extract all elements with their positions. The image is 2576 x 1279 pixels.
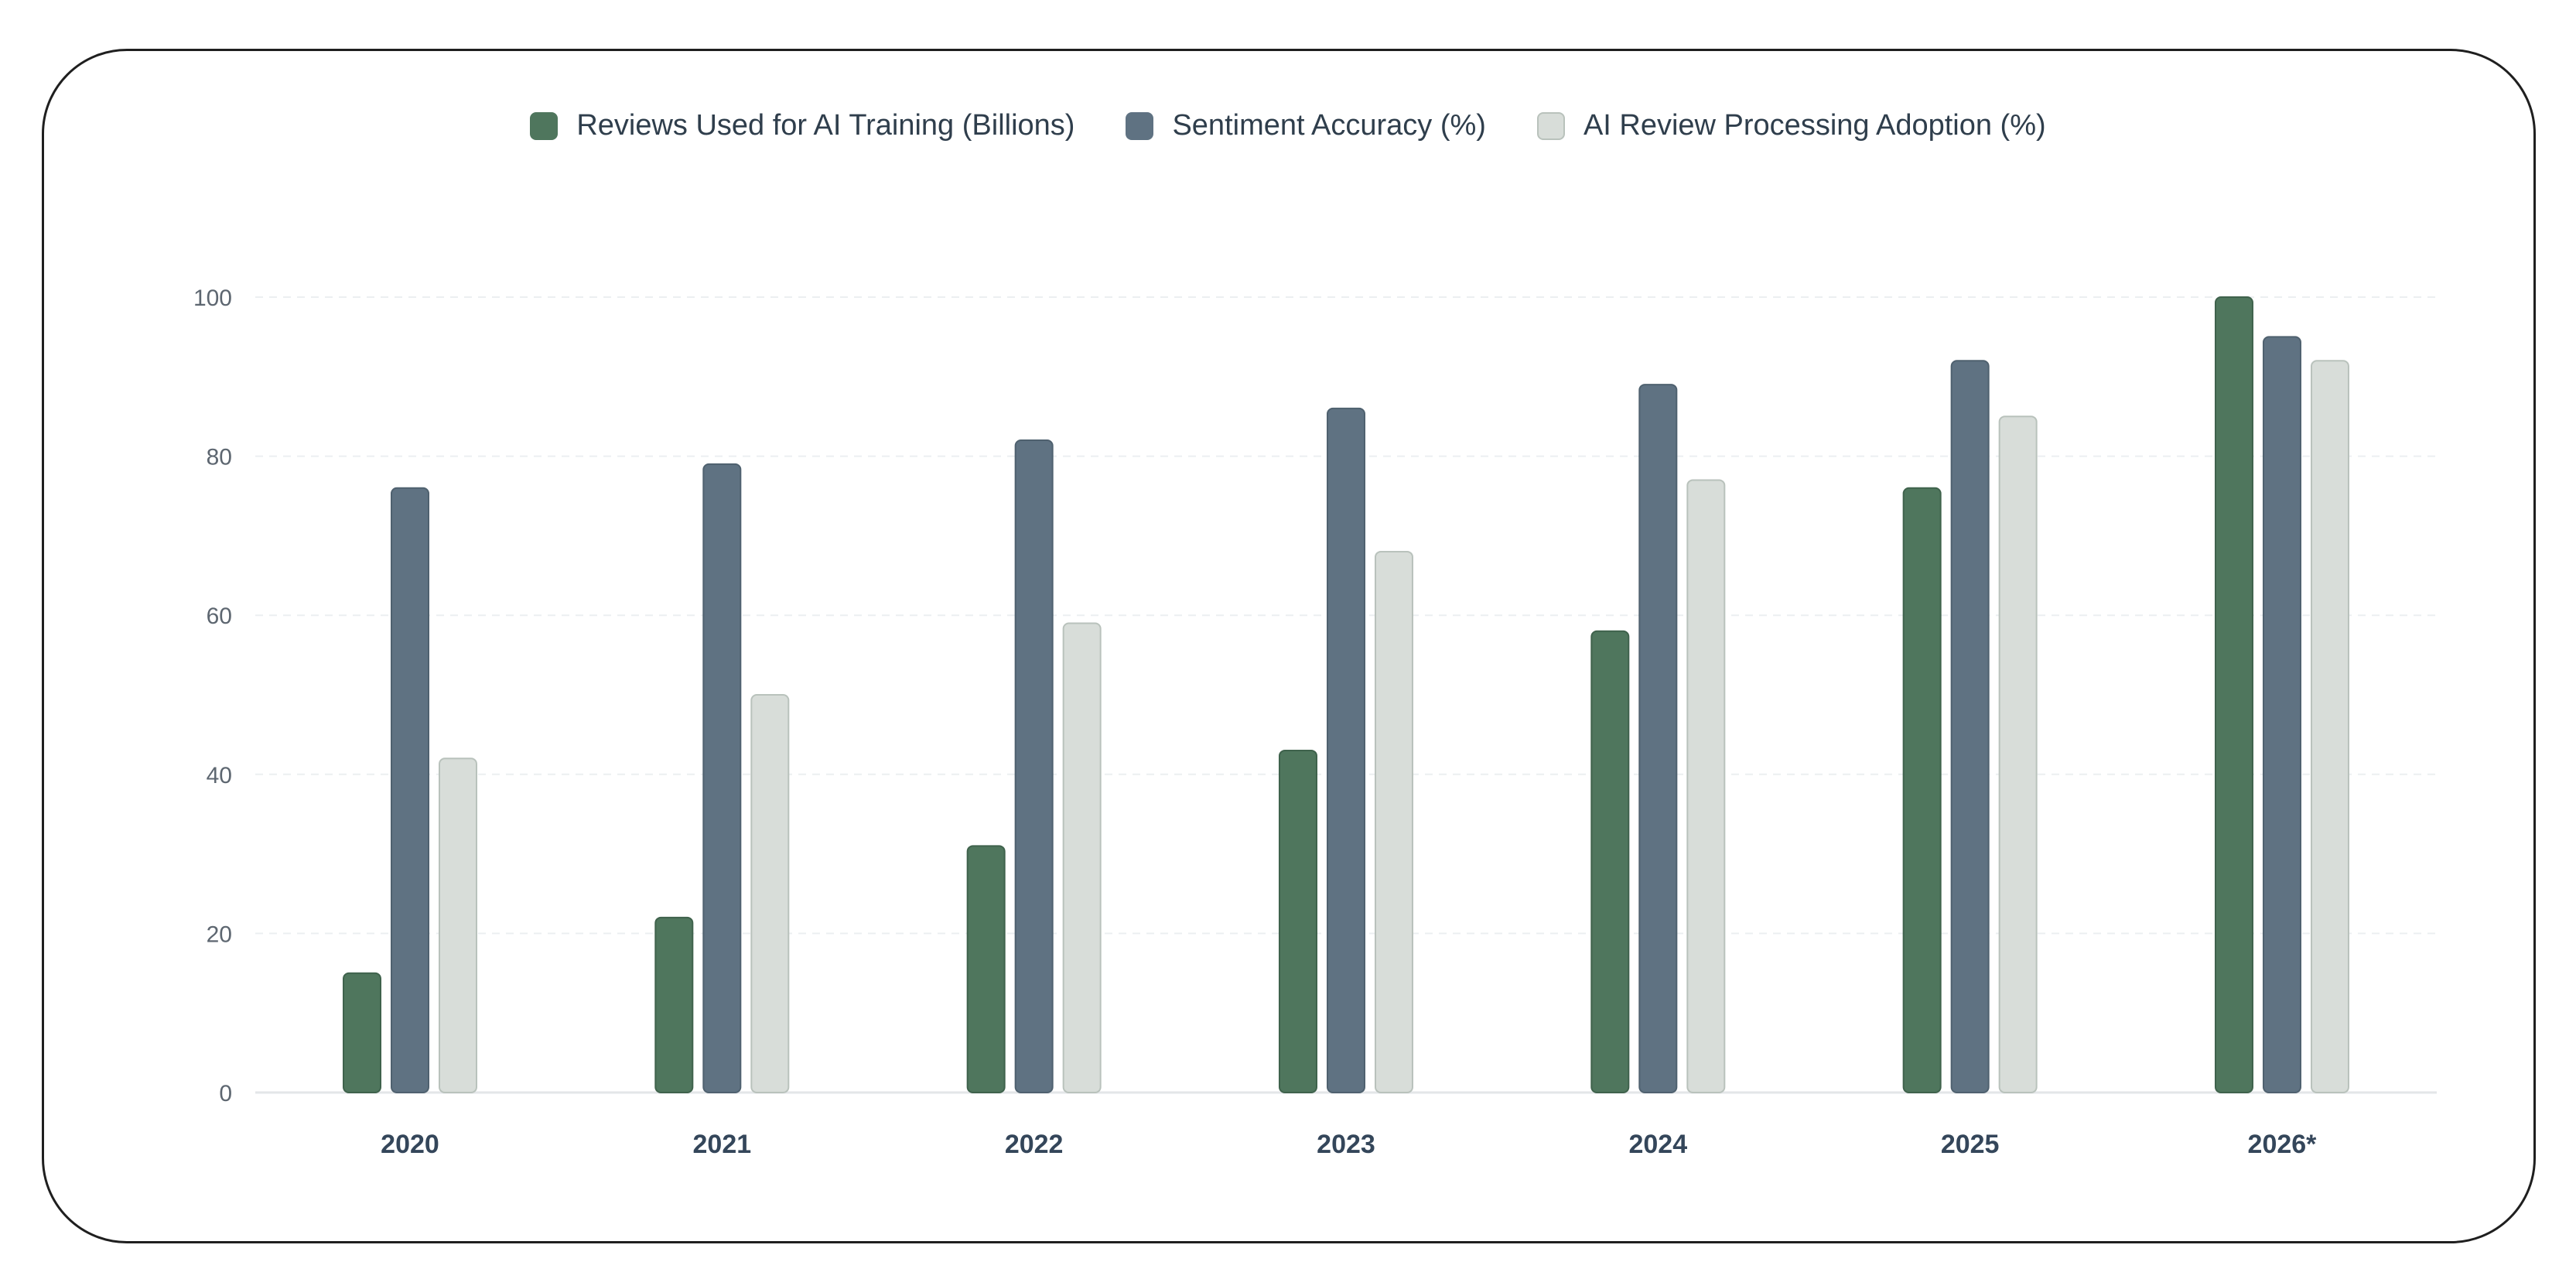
y-tick-label: 60 — [207, 604, 232, 629]
bar-sentiment-2024 — [1638, 384, 1678, 1093]
y-tick-label: 100 — [193, 286, 232, 311]
bar-adoption-2021 — [750, 694, 790, 1093]
legend-label-sentiment: Sentiment Accuracy (%) — [1172, 109, 1486, 142]
bar-reviews-2022 — [966, 845, 1006, 1093]
bar-sentiment-2025 — [1950, 360, 1990, 1093]
bar-reviews-2023 — [1278, 749, 1317, 1094]
bar-sentiment-2026 — [2262, 336, 2301, 1093]
bar-sentiment-2020 — [391, 487, 429, 1093]
legend-swatch-reviews — [530, 111, 559, 140]
legend-label-reviews: Reviews Used for AI Training (Billions) — [576, 109, 1075, 142]
x-tick-label: 2020 — [381, 1130, 439, 1159]
y-tick-label: 20 — [207, 922, 232, 947]
x-tick-label: 2026* — [2248, 1130, 2318, 1159]
bar-adoption-2025 — [1998, 416, 2038, 1093]
legend-item-adoption: AI Review Processing Adoption (%) — [1536, 109, 2046, 142]
x-tick-label: 2021 — [693, 1130, 752, 1159]
x-tick-label: 2024 — [1628, 1130, 1687, 1159]
chart-legend: Reviews Used for AI Training (Billions) … — [0, 109, 2576, 142]
x-tick-label: 2025 — [1941, 1130, 2000, 1159]
legend-item-reviews: Reviews Used for AI Training (Billions) — [530, 109, 1074, 142]
bar-sentiment-2021 — [702, 463, 742, 1093]
y-tick-label: 40 — [207, 763, 232, 788]
bar-reviews-2025 — [1902, 487, 1942, 1093]
bar-adoption-2022 — [1062, 622, 1102, 1093]
bar-adoption-2026 — [2310, 360, 2349, 1093]
y-tick-label: 0 — [219, 1081, 232, 1106]
bar-reviews-2026 — [2214, 296, 2253, 1093]
bar-reviews-2021 — [654, 916, 694, 1093]
bar-adoption-2024 — [1686, 479, 1726, 1093]
legend-item-sentiment: Sentiment Accuracy (%) — [1126, 109, 1486, 142]
legend-label-adoption: AI Review Processing Adoption (%) — [1583, 109, 2046, 142]
legend-swatch-sentiment — [1126, 111, 1154, 140]
legend-swatch-adoption — [1536, 111, 1565, 140]
bar-reviews-2024 — [1590, 630, 1630, 1093]
bar-adoption-2023 — [1374, 550, 1413, 1093]
bar-sentiment-2023 — [1326, 407, 1365, 1093]
x-tick-label: 2023 — [1317, 1130, 1375, 1159]
bar-reviews-2020 — [343, 972, 381, 1094]
bar-sentiment-2022 — [1014, 439, 1054, 1093]
bar-adoption-2020 — [439, 757, 477, 1093]
x-tick-label: 2022 — [1005, 1130, 1064, 1159]
y-tick-label: 80 — [207, 445, 232, 470]
